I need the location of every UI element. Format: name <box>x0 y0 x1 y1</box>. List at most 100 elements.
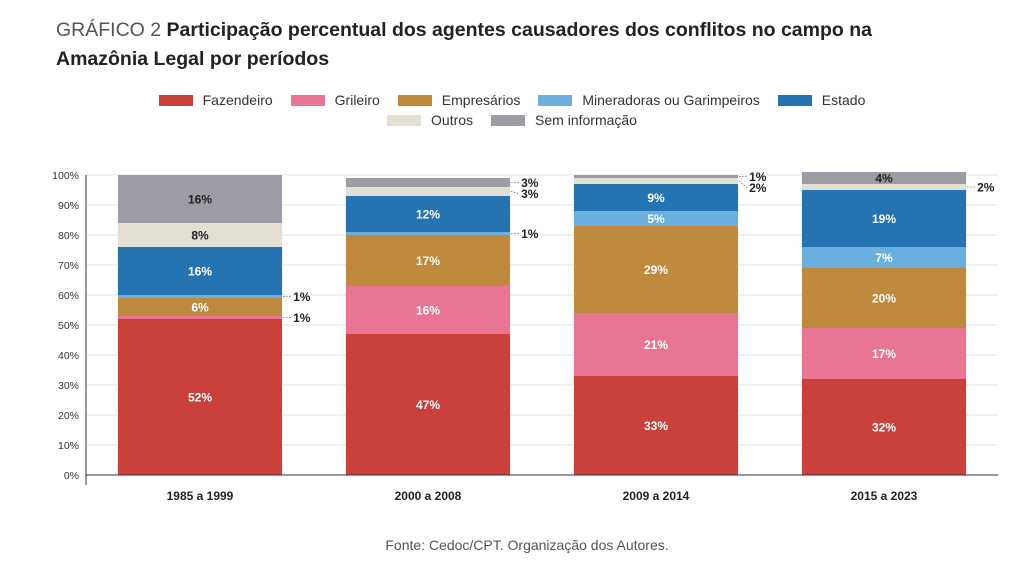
legend-swatch <box>158 94 193 106</box>
legend-label: Grileiro <box>334 92 380 108</box>
data-label: 16% <box>416 304 440 318</box>
bar-segment <box>573 184 739 211</box>
bar-segment <box>801 379 967 475</box>
bar-segment <box>345 178 511 187</box>
data-label: 4% <box>875 172 893 186</box>
data-label: 9% <box>647 191 665 205</box>
bar-segment <box>801 172 967 184</box>
legend-row: Fazendeiro Grileiro Empresários Mineradoras… <box>0 90 1024 110</box>
legend-item: Fazendeiro <box>158 92 273 108</box>
legend-label: Mineradoras ou Garimpeiros <box>582 92 760 108</box>
legend-label: Estado <box>821 92 866 108</box>
x-tick-label: 2000 a 2008 <box>395 489 462 503</box>
data-label: 32% <box>872 421 896 435</box>
bar-segment <box>117 295 283 298</box>
bar-segment <box>117 319 283 475</box>
data-label: 1% <box>293 311 311 325</box>
bar-segment <box>573 175 739 178</box>
legend-swatch <box>290 94 325 106</box>
bar-segment <box>801 328 967 379</box>
y-tick-label: 70% <box>58 260 79 272</box>
data-label: 1% <box>293 290 311 304</box>
bar-segment <box>117 223 283 247</box>
bar-segment <box>117 298 283 316</box>
data-label: 47% <box>416 398 440 412</box>
chart-main-title: Participação percentual dos agentes caus… <box>56 19 872 70</box>
data-label: 33% <box>644 419 668 433</box>
legend-label: Empresários <box>441 92 521 108</box>
bar-segment <box>117 316 283 319</box>
legend-item: Empresários <box>397 92 521 108</box>
data-label: 3% <box>521 187 539 201</box>
legend-item: Mineradoras ou Garimpeiros <box>538 92 760 108</box>
y-tick-label: 10% <box>58 440 79 452</box>
y-tick-label: 80% <box>58 230 79 242</box>
bar-segment <box>573 178 739 184</box>
bar-segment <box>573 313 739 376</box>
bar-segment <box>345 187 511 196</box>
callout-line <box>510 191 520 194</box>
data-label: 16% <box>188 193 212 207</box>
data-label: 2% <box>977 181 995 195</box>
stacked-bar-chart: 0% 10% 20% 30% 40% 50% 60% 70% 80% 90% 100% 52% 6% 16… <box>52 170 998 503</box>
legend-swatch <box>538 94 573 106</box>
data-label: 8% <box>191 229 209 243</box>
bar-segment <box>117 247 283 295</box>
legend-label: Outros <box>431 112 474 128</box>
x-tick-label: 2009 a 2014 <box>623 489 690 503</box>
x-tick-label: 1985 a 1999 <box>167 489 234 503</box>
bar-segment <box>573 211 739 226</box>
bar-segment <box>801 190 967 247</box>
data-label: 1% <box>749 170 767 184</box>
bar-segment <box>345 235 511 286</box>
y-tick-label: 40% <box>58 350 79 362</box>
legend: Fazendeiro Grileiro Empresários Mineradoras… <box>0 90 1024 130</box>
data-label: 3% <box>521 176 539 190</box>
legend-row: Outros Sem informação <box>0 110 1024 130</box>
data-label: 52% <box>188 391 212 405</box>
legend-swatch <box>777 94 812 106</box>
data-label: 20% <box>872 292 896 306</box>
data-label: 29% <box>644 263 668 277</box>
bar-segment <box>573 376 739 475</box>
legend-swatch <box>397 94 432 106</box>
bar-segment <box>117 175 283 223</box>
legend-item: Outros <box>387 112 473 128</box>
bar-segment <box>801 247 967 268</box>
legend-item: Sem informação <box>491 112 637 128</box>
data-label: 2% <box>749 181 767 195</box>
bar-segment <box>573 226 739 313</box>
legend-label: Sem informação <box>535 112 637 128</box>
y-tick-label: 60% <box>58 290 79 302</box>
y-tick-label: 20% <box>58 410 79 422</box>
y-tick-label: 0% <box>64 470 79 482</box>
bar-segment <box>345 232 511 235</box>
bar-segment <box>345 334 511 475</box>
y-tick-label: 100% <box>52 170 79 182</box>
legend-swatch <box>491 114 526 126</box>
y-tick-label: 50% <box>58 320 79 332</box>
data-label: 21% <box>644 338 668 352</box>
legend-item: Grileiro <box>290 92 380 108</box>
legend-label: Fazendeiro <box>202 92 273 108</box>
legend-swatch <box>387 114 422 126</box>
x-tick-label: 2015 a 2023 <box>851 489 918 503</box>
callout-line <box>738 180 748 188</box>
legend-item: Estado <box>777 92 866 108</box>
data-label: 12% <box>416 208 440 222</box>
bar-segment <box>801 184 967 190</box>
chart-number: GRÁFICO 2 <box>56 19 162 41</box>
y-tick-label: 90% <box>58 200 79 212</box>
data-label: 6% <box>191 301 209 315</box>
data-label: 7% <box>875 251 893 265</box>
data-label: 17% <box>416 254 440 268</box>
source-note: Fonte: Cedoc/CPT. Organização dos Autore… <box>385 537 669 553</box>
data-label: 5% <box>647 212 665 226</box>
bar-segment <box>345 196 511 232</box>
bar-segment <box>345 286 511 334</box>
chart-title: GRÁFICO 2 Participação percentual dos ag… <box>56 16 956 74</box>
bar-segment <box>801 268 967 328</box>
data-label: 17% <box>872 347 896 361</box>
data-label: 1% <box>521 227 539 241</box>
data-label: 19% <box>872 212 896 226</box>
